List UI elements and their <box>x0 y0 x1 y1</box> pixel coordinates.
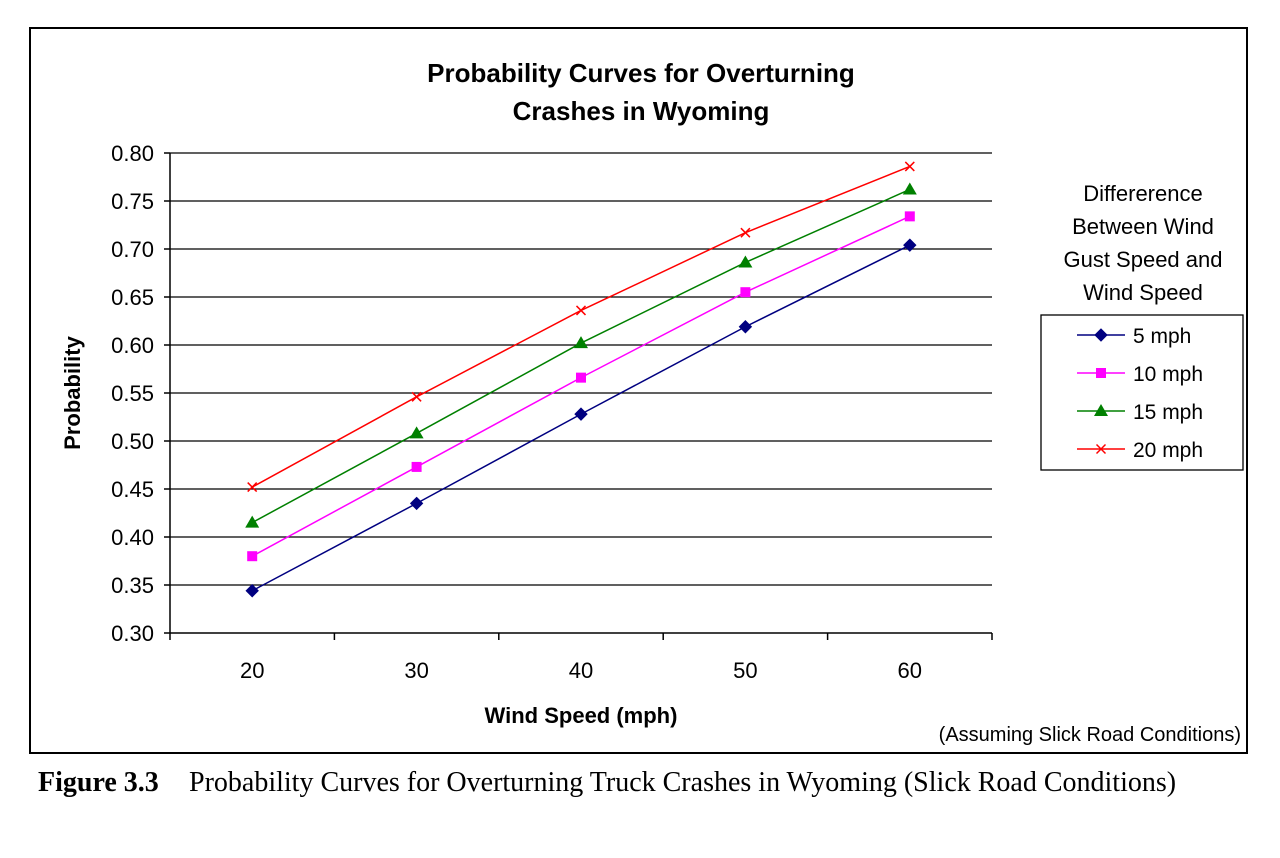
chart-title-line: Probability Curves for Overturning <box>427 58 855 88</box>
y-tick-label: 0.65 <box>111 285 154 310</box>
legend-title-line: Between Wind <box>1072 214 1214 239</box>
y-tick-label: 0.55 <box>111 381 154 406</box>
figure-caption-text: Probability Curves for Overturning Truck… <box>189 767 1177 798</box>
data-point <box>740 287 751 298</box>
x-marker-stroke <box>740 227 751 238</box>
data-point <box>903 238 917 252</box>
chart-title-line: Crashes in Wyoming <box>513 96 770 126</box>
data-point <box>575 305 587 316</box>
x-marker-stroke <box>247 482 258 493</box>
data-point <box>904 211 915 222</box>
data-point <box>738 320 753 334</box>
data-point <box>409 426 424 439</box>
series-line <box>251 188 911 524</box>
x-marker-stroke <box>1095 443 1107 455</box>
data-point <box>740 227 751 238</box>
data-point <box>904 161 915 172</box>
x-marker-stroke <box>575 305 587 316</box>
data-point <box>411 461 422 472</box>
x-axis-title: Wind Speed (mph) <box>485 703 678 728</box>
y-tick-label: 0.70 <box>111 237 154 262</box>
y-tick-label: 0.75 <box>111 189 154 214</box>
chart-frame: Probability Curves for Overturning Crashe… <box>29 27 1248 754</box>
data-point <box>738 255 753 268</box>
data-point <box>247 482 258 493</box>
x-marker-stroke <box>904 161 915 172</box>
series-line <box>251 165 911 488</box>
x-tick-label: 30 <box>404 658 428 683</box>
x-tick-label: 60 <box>898 658 922 683</box>
data-point <box>902 182 917 195</box>
legend-marker <box>1094 328 1108 342</box>
y-tick-label: 0.60 <box>111 333 154 358</box>
data-point <box>576 372 586 383</box>
chart-note: (Assuming Slick Road Conditions) <box>939 724 1241 746</box>
legend-title-line: Gust Speed and <box>1063 247 1222 272</box>
y-tick-label: 0.35 <box>111 573 154 598</box>
legend-label: 20 mph <box>1133 439 1203 462</box>
legend-marker <box>1096 368 1106 378</box>
legend-title-line: Differerence <box>1083 181 1202 206</box>
y-axis-title: Probability <box>60 335 85 449</box>
data-point <box>574 336 588 349</box>
figure-label: Figure 3.3 <box>38 767 159 798</box>
data-point <box>247 551 258 562</box>
y-tick-label: 0.30 <box>111 621 154 646</box>
y-tick-label: 0.40 <box>111 525 154 550</box>
data-point <box>245 584 259 598</box>
data-point <box>409 496 424 511</box>
x-tick-label: 40 <box>569 658 593 683</box>
legend-label: 10 mph <box>1133 363 1203 386</box>
legend-label: 5 mph <box>1133 325 1191 348</box>
x-tick-label: 20 <box>240 658 264 683</box>
data-point <box>411 391 422 402</box>
y-tick-label: 0.50 <box>111 429 154 454</box>
legend-marker <box>1095 443 1107 455</box>
series-line <box>251 215 911 557</box>
y-tick-label: 0.45 <box>111 477 154 502</box>
legend-title-line: Wind Speed <box>1083 280 1203 305</box>
data-point <box>574 407 588 421</box>
data-point <box>245 515 260 528</box>
legend-marker <box>1094 404 1108 416</box>
y-tick-label: 0.80 <box>111 141 154 166</box>
legend-label: 15 mph <box>1133 401 1203 424</box>
x-tick-label: 50 <box>733 658 757 683</box>
x-marker-stroke <box>411 391 422 402</box>
legend-box <box>1040 314 1244 471</box>
probability-line-chart: Probability Curves for Overturning Crashe… <box>60 58 1244 746</box>
